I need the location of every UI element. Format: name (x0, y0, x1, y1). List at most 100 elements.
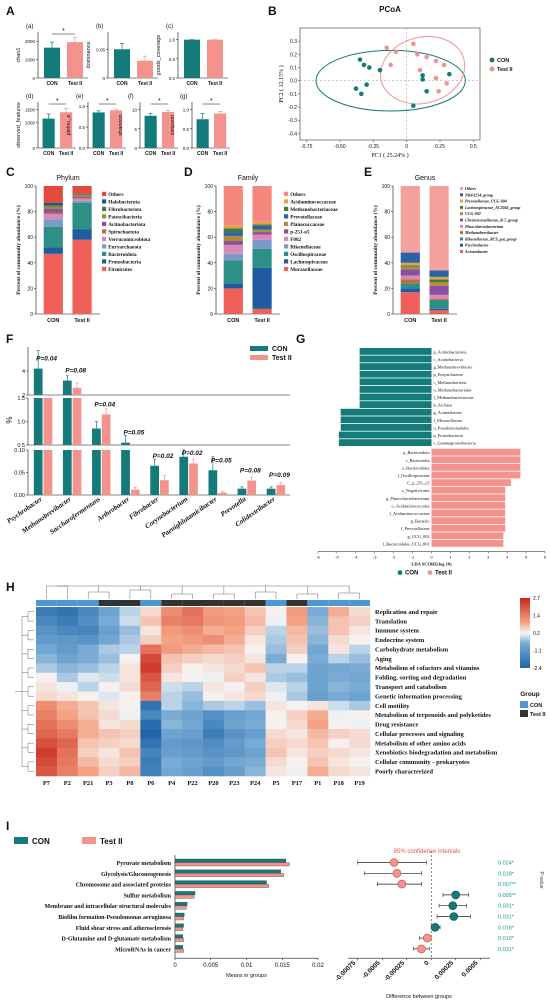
heatmap-cell (307, 672, 329, 683)
group-strip-cell (56, 600, 78, 606)
legend-label: Spirochaetota (108, 230, 139, 236)
legend-label: F082 (290, 237, 301, 243)
heatmap-cell (244, 766, 266, 777)
legend-label: Oscillospiraceae (290, 252, 327, 258)
legend-swatch (460, 187, 463, 190)
heatmap-cell (36, 691, 58, 702)
heatmap-cell (182, 672, 204, 683)
heatmap-cell (349, 700, 371, 711)
alpha-bar (42, 118, 55, 148)
stack-segment (252, 186, 272, 222)
stack-segment (429, 186, 449, 271)
stack-segment (252, 234, 272, 240)
ci-point (392, 868, 402, 878)
y-tick-label: 1000 (25, 120, 36, 125)
genus-bar (189, 463, 198, 495)
chart-title: Genus (415, 175, 436, 182)
heatmap-cell (140, 691, 162, 702)
heatmap-cell (161, 682, 183, 692)
alpha-subplot-simpson: (g) 0.0 0.5 1.0 simpson CON Test II * (170, 94, 230, 157)
column-label: P18 (333, 780, 344, 787)
heatmap-cell (328, 738, 350, 749)
heatmap-cell (140, 700, 162, 711)
heatmap-cell (265, 635, 287, 645)
x-tick-label: -0.0005 (361, 959, 382, 980)
legend-swatch (284, 266, 289, 271)
heatmap-cell (77, 616, 99, 627)
lda-label: o_Acidaminococcales (392, 503, 430, 508)
heatmap-cell (36, 766, 58, 777)
heatmap-cell (182, 757, 204, 767)
heatmap-cell (328, 700, 350, 711)
y-axis-label: goods_coverage (156, 35, 162, 76)
heatmap-cell (56, 700, 79, 711)
heatmap-cell (161, 607, 183, 617)
row-label: Endocrine system (375, 637, 425, 644)
heatmap-cell (182, 766, 204, 777)
x-tick-label: 5 (525, 555, 528, 560)
heatmap-cell (36, 700, 58, 711)
heatmap-cell (36, 710, 58, 720)
category-label: Fluid shear stress and atherosclerosis (76, 926, 172, 932)
heatmap-cell (161, 700, 183, 711)
column-label: P6 (147, 780, 155, 787)
genus-bar (101, 414, 111, 445)
heatmap-cell (56, 635, 79, 645)
heatmap-cell (98, 700, 120, 711)
genus-bar (179, 456, 189, 495)
column-label: P17 (292, 780, 303, 787)
y-tick-label: 0 (32, 76, 35, 81)
heatmap-cell (56, 747, 79, 758)
row-label: Cellular community - prokaryotes (375, 759, 470, 766)
x-tick-label: CON (145, 151, 157, 157)
heatmap-cell (223, 607, 246, 617)
mean-bar (174, 858, 286, 863)
heatmap-cell (182, 653, 204, 664)
heatmap-cell (328, 607, 350, 617)
legend-swatch (284, 236, 289, 241)
heatmap-cell (56, 672, 79, 683)
heatmap-cell (349, 691, 371, 702)
lda-chart: p_Actinobacteriota c_Actinobacteria g_Meth… (316, 348, 547, 577)
heatmap-cell (307, 719, 329, 730)
heatmap-cell (98, 663, 120, 674)
legend-swatch (284, 251, 289, 256)
row-label: Cellular processes and signaling (375, 731, 465, 738)
subplot-tag: (e) (76, 94, 83, 100)
p-value-label: P=0.04 (36, 356, 57, 363)
heatmap-cell (77, 691, 99, 702)
heatmap-cell (349, 747, 371, 758)
legend-swatch (82, 837, 96, 844)
heatmap-cell (349, 653, 371, 664)
heatmap-cell (182, 616, 204, 627)
panel-letter-B: B (268, 4, 277, 18)
y-tick-label: 0.05 (14, 471, 25, 477)
heatmap-cell (244, 644, 266, 655)
group-strip-cell (307, 600, 329, 606)
x-tick-label: 0.5 (470, 144, 477, 150)
lda-label: k_Archaea (434, 403, 453, 408)
heatmap-cell (161, 738, 183, 749)
heatmap-cell (286, 719, 308, 730)
heatmap-cell (286, 691, 308, 702)
y-tick-label: 0.5 (183, 127, 190, 132)
row-label: Translation (375, 618, 407, 625)
heatmap-cell (161, 644, 183, 655)
p-value-label: 0.007** (498, 882, 517, 888)
heatmap-cell (56, 616, 79, 627)
legend-label: Firmicutes (108, 267, 132, 273)
genus-bar (101, 450, 111, 495)
column-label: P19 (354, 780, 365, 787)
lda-label: f_Acidaminococcaceae (389, 511, 429, 516)
y-tick-label: 0 (210, 312, 213, 318)
heatmap-cell (36, 663, 58, 674)
y-tick-label: 1.5 (17, 396, 25, 402)
legend-swatch (102, 199, 107, 204)
heatmap-cell (36, 719, 58, 730)
column-label: P4 (168, 780, 176, 787)
heatmap-cell (307, 607, 329, 617)
p-value-label: 0.031* (498, 947, 515, 953)
panel-letter-H: H (6, 580, 15, 594)
row-label: Metabolism of terpenoids and polyketides (375, 712, 491, 719)
alpha-bar (214, 113, 227, 148)
